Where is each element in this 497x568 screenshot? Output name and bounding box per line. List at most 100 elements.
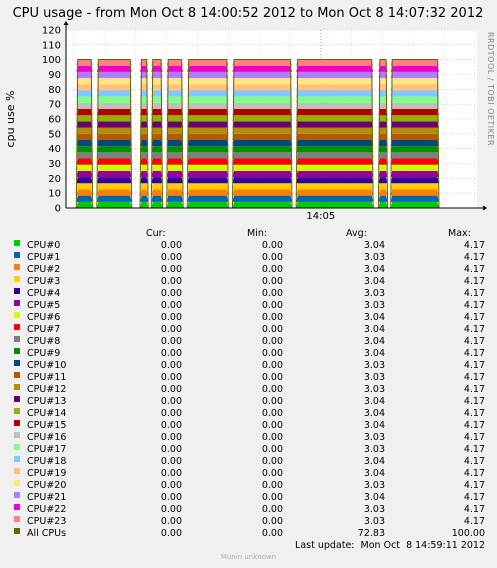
area-band-cpu-6 — [390, 164, 439, 171]
area-band-cpu-9 — [76, 146, 93, 153]
legend-cur: 0.00 — [160, 300, 182, 311]
legend-avg: 3.03 — [363, 516, 385, 527]
legend-swatch — [14, 480, 20, 486]
area-band-cpu-8 — [296, 152, 374, 159]
area-band-cpu-8 — [232, 152, 293, 159]
area-band-cpu-15 — [96, 109, 132, 116]
area-band-cpu-18 — [139, 90, 149, 97]
area-band-cpu-18 — [151, 90, 163, 97]
legend-swatch — [14, 324, 20, 330]
area-band-cpu-23 — [166, 59, 184, 66]
legend-row: CPU#9 0.00 0.00 3.04 4.17 — [0, 348, 497, 360]
legend-max: 4.17 — [463, 336, 485, 347]
area-band-cpu-17 — [296, 96, 374, 103]
area-band-cpu-4 — [76, 177, 93, 184]
area-band-cpu-13 — [151, 121, 163, 128]
area-band-cpu-1 — [96, 195, 132, 202]
area-band-cpu-21 — [151, 71, 163, 79]
legend-row: CPU#16 0.00 0.00 3.03 4.17 — [0, 432, 497, 444]
legend-swatch — [14, 240, 20, 246]
legend-max: 4.17 — [463, 384, 485, 395]
y-tick-label: 40 — [48, 144, 61, 155]
legend-avg: 3.04 — [363, 336, 385, 347]
legend-avg: 3.03 — [363, 288, 385, 299]
area-band-cpu-5 — [76, 170, 93, 178]
area-band-cpu-21 — [139, 71, 149, 79]
legend-max: 4.17 — [463, 324, 485, 335]
area-band-cpu-14 — [76, 115, 93, 122]
area-band-cpu-8 — [96, 152, 132, 159]
area-band-cpu-5 — [96, 170, 132, 178]
y-tick-label: 90 — [48, 70, 61, 81]
legend-row: CPU#8 0.00 0.00 3.04 4.17 — [0, 336, 497, 348]
legend-min: 0.00 — [261, 468, 283, 479]
legend-label: CPU#1 — [27, 252, 61, 263]
area-band-cpu-17 — [96, 96, 132, 103]
legend-min: 0.00 — [261, 384, 283, 395]
area-band-cpu-12 — [96, 127, 132, 134]
area-band-cpu-21 — [96, 71, 132, 79]
area-band-cpu-0 — [187, 201, 229, 208]
area-band-cpu-11 — [151, 133, 163, 140]
area-band-cpu-10 — [378, 139, 388, 147]
legend-label: CPU#2 — [27, 264, 61, 275]
area-band-cpu-0 — [390, 201, 439, 208]
all-cpus-line — [139, 59, 149, 209]
legend-row: CPU#1 0.00 0.00 3.03 4.17 — [0, 252, 497, 264]
legend-avg: 3.04 — [363, 408, 385, 419]
legend-header-cell: Avg: — [346, 228, 367, 239]
y-tick-label: 70 — [48, 100, 61, 111]
area-band-cpu-16 — [378, 102, 388, 110]
legend-max: 4.17 — [463, 264, 485, 275]
area-band-cpu-11 — [166, 133, 184, 140]
area-band-cpu-11 — [139, 133, 149, 140]
area-band-cpu-22 — [296, 65, 374, 72]
legend-min: 0.00 — [261, 264, 283, 275]
area-band-cpu-14 — [296, 115, 374, 122]
area-band-cpu-9 — [187, 146, 229, 153]
area-band-cpu-8 — [187, 152, 229, 159]
legend-label: CPU#14 — [27, 408, 67, 419]
legend-header-cell: Max: — [448, 228, 471, 239]
legend-cur: 0.00 — [160, 492, 182, 503]
legend-swatch — [14, 504, 20, 510]
area-band-cpu-20 — [76, 78, 93, 85]
legend-swatch — [14, 408, 20, 414]
area-band-cpu-16 — [232, 102, 293, 110]
area-band-cpu-8 — [390, 152, 439, 159]
legend-max: 4.17 — [463, 420, 485, 431]
area-band-cpu-6 — [96, 164, 132, 171]
legend-max: 4.17 — [463, 276, 485, 287]
legend-swatch — [14, 420, 20, 426]
legend-row: CPU#15 0.00 0.00 3.04 4.17 — [0, 420, 497, 432]
area-band-cpu-3 — [296, 183, 374, 190]
legend-cur: 0.00 — [160, 324, 182, 335]
area-band-cpu-20 — [187, 78, 229, 85]
y-axis-arrow — [63, 21, 69, 25]
area-band-cpu-19 — [232, 84, 293, 91]
legend-cur: 0.00 — [160, 252, 182, 263]
area-band-cpu-12 — [378, 127, 388, 134]
legend-label: CPU#12 — [27, 384, 67, 395]
legend-swatch — [14, 264, 20, 270]
area-band-cpu-11 — [232, 133, 293, 140]
legend-cur: 0.00 — [160, 264, 182, 275]
legend-row: CPU#11 0.00 0.00 3.03 4.17 — [0, 372, 497, 384]
area-band-cpu-23 — [232, 59, 293, 66]
area-band-cpu-11 — [187, 133, 229, 140]
area-band-cpu-5 — [378, 170, 388, 178]
all-cpus-line — [166, 59, 184, 209]
legend-max: 4.17 — [463, 300, 485, 311]
legend-row: CPU#7 0.00 0.00 3.04 4.17 — [0, 324, 497, 336]
area-band-cpu-16 — [96, 102, 132, 110]
area-band-cpu-3 — [96, 183, 132, 190]
legend-cur: 0.00 — [160, 240, 182, 251]
legend-avg: 3.03 — [363, 372, 385, 383]
legend-cur: 0.00 — [160, 384, 182, 395]
legend-row: CPU#10 0.00 0.00 3.03 4.17 — [0, 360, 497, 372]
munin-watermark: Munin unknown — [220, 553, 277, 561]
area-band-cpu-10 — [139, 139, 149, 147]
area-band-cpu-5 — [232, 170, 293, 178]
legend-label: CPU#21 — [27, 492, 67, 503]
legend-row: CPU#5 0.00 0.00 3.03 4.17 — [0, 300, 497, 312]
